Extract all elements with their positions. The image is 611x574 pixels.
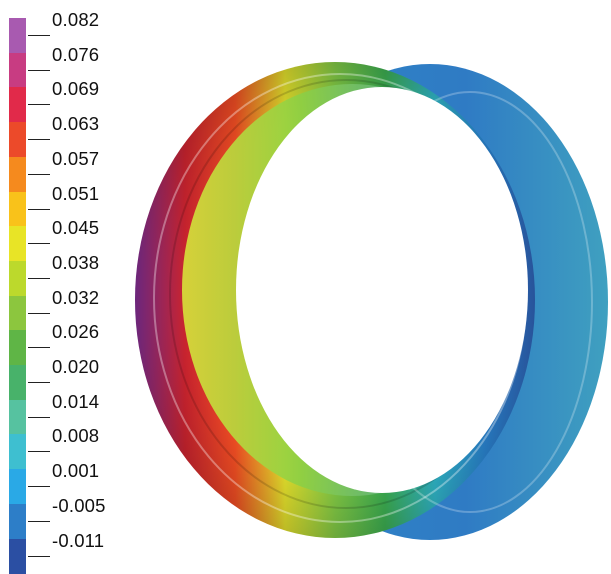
colorbar-swatch bbox=[9, 539, 26, 574]
colorbar-tick bbox=[28, 556, 50, 557]
ring-contour-plot bbox=[0, 0, 611, 543]
ring-hole bbox=[236, 87, 528, 493]
